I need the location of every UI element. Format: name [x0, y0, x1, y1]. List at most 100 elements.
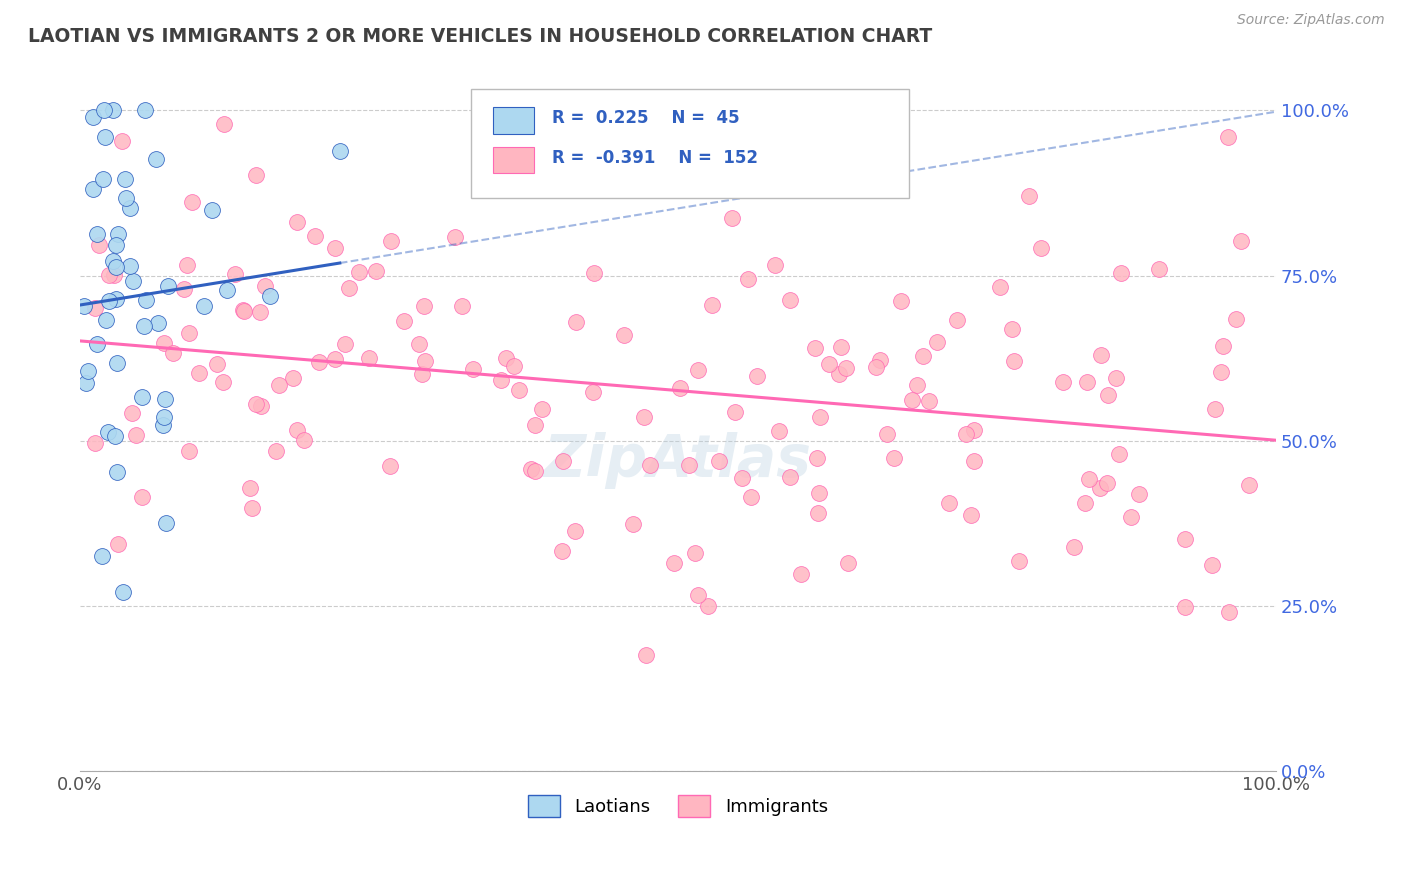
- Point: [107, 227, 129, 242]
- Point: [212, 117, 235, 131]
- Point: [1201, 558, 1223, 572]
- Point: [131, 490, 153, 504]
- Point: [489, 373, 512, 387]
- Point: [249, 305, 271, 319]
- Point: [669, 381, 692, 395]
- Point: [1108, 446, 1130, 460]
- Point: [1218, 605, 1240, 619]
- Point: [1052, 375, 1074, 389]
- Point: [232, 304, 254, 318]
- Point: [1128, 487, 1150, 501]
- Point: [224, 267, 246, 281]
- Point: [818, 357, 841, 371]
- Point: [118, 259, 141, 273]
- Point: [245, 169, 267, 183]
- FancyBboxPatch shape: [492, 147, 534, 173]
- Point: [1105, 370, 1128, 384]
- Point: [94, 130, 117, 145]
- Point: [94, 313, 117, 327]
- Point: [1119, 509, 1142, 524]
- Point: [638, 458, 661, 472]
- Point: [963, 453, 986, 467]
- Point: [763, 258, 786, 272]
- Point: [135, 293, 157, 307]
- Text: LAOTIAN VS IMMIGRANTS 2 OR MORE VEHICLES IN HOUSEHOLD CORRELATION CHART: LAOTIAN VS IMMIGRANTS 2 OR MORE VEHICLES…: [28, 27, 932, 45]
- Point: [582, 266, 605, 280]
- Point: [702, 298, 724, 312]
- Point: [768, 424, 790, 438]
- Point: [807, 506, 830, 520]
- Point: [564, 524, 586, 539]
- Point: [308, 355, 330, 369]
- Point: [1090, 348, 1112, 362]
- Point: [104, 429, 127, 443]
- Point: [177, 443, 200, 458]
- Point: [551, 544, 574, 558]
- Point: [461, 361, 484, 376]
- Point: [865, 360, 887, 375]
- Point: [179, 326, 201, 340]
- Point: [835, 361, 858, 376]
- Point: [205, 357, 228, 371]
- Point: [217, 284, 239, 298]
- Point: [250, 400, 273, 414]
- Point: [747, 369, 769, 384]
- Point: [347, 265, 370, 279]
- Point: [779, 470, 801, 484]
- Point: [790, 567, 813, 582]
- Point: [808, 409, 831, 424]
- Point: [155, 516, 177, 531]
- Point: [111, 584, 134, 599]
- Point: [900, 392, 922, 407]
- Point: [905, 378, 928, 392]
- Point: [613, 328, 636, 343]
- Point: [634, 648, 657, 662]
- Point: [1225, 312, 1247, 326]
- Point: [103, 103, 125, 118]
- Point: [883, 451, 905, 466]
- Point: [508, 383, 530, 397]
- Point: [1230, 234, 1253, 248]
- Point: [121, 274, 143, 288]
- Point: [1174, 599, 1197, 614]
- Text: R =  0.225    N =  45: R = 0.225 N = 45: [553, 110, 740, 128]
- Point: [731, 470, 754, 484]
- Point: [176, 258, 198, 272]
- Point: [239, 481, 262, 495]
- Point: [678, 458, 700, 473]
- Point: [323, 241, 346, 255]
- Point: [96, 425, 118, 439]
- Point: [737, 271, 759, 285]
- Point: [98, 294, 121, 309]
- Point: [502, 359, 524, 373]
- Point: [105, 466, 128, 480]
- Point: [131, 390, 153, 404]
- Point: [153, 392, 176, 406]
- Point: [173, 282, 195, 296]
- Point: [82, 182, 104, 196]
- Point: [451, 299, 474, 313]
- Point: [148, 316, 170, 330]
- Point: [337, 281, 360, 295]
- Point: [565, 315, 588, 329]
- Point: [82, 110, 104, 124]
- Point: [323, 351, 346, 366]
- Point: [187, 366, 209, 380]
- Point: [253, 278, 276, 293]
- Point: [1209, 365, 1232, 379]
- Point: [938, 496, 960, 510]
- Point: [329, 145, 352, 159]
- Point: [285, 215, 308, 229]
- Point: [686, 363, 709, 377]
- Point: [1147, 261, 1170, 276]
- Point: [153, 410, 176, 425]
- Point: [114, 172, 136, 186]
- Point: [86, 227, 108, 241]
- Point: [1173, 532, 1195, 546]
- Point: [105, 237, 128, 252]
- Point: [633, 409, 655, 424]
- Point: [912, 350, 935, 364]
- Point: [93, 103, 115, 118]
- Point: [380, 459, 402, 474]
- Point: [212, 376, 235, 390]
